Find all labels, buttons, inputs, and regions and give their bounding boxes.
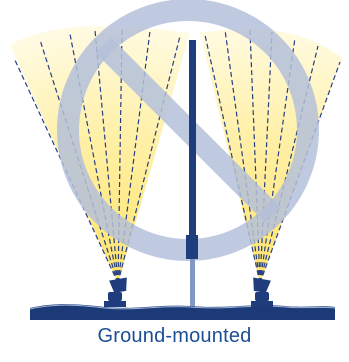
diagram-caption: Ground-mounted: [97, 325, 252, 347]
lighting-diagram: [10, 0, 342, 320]
right-floodlight-icon: [251, 277, 273, 307]
ground-edge: [29, 304, 336, 310]
left-floodlight-icon: [104, 277, 127, 307]
lighting-pole-icon: [186, 40, 198, 314]
